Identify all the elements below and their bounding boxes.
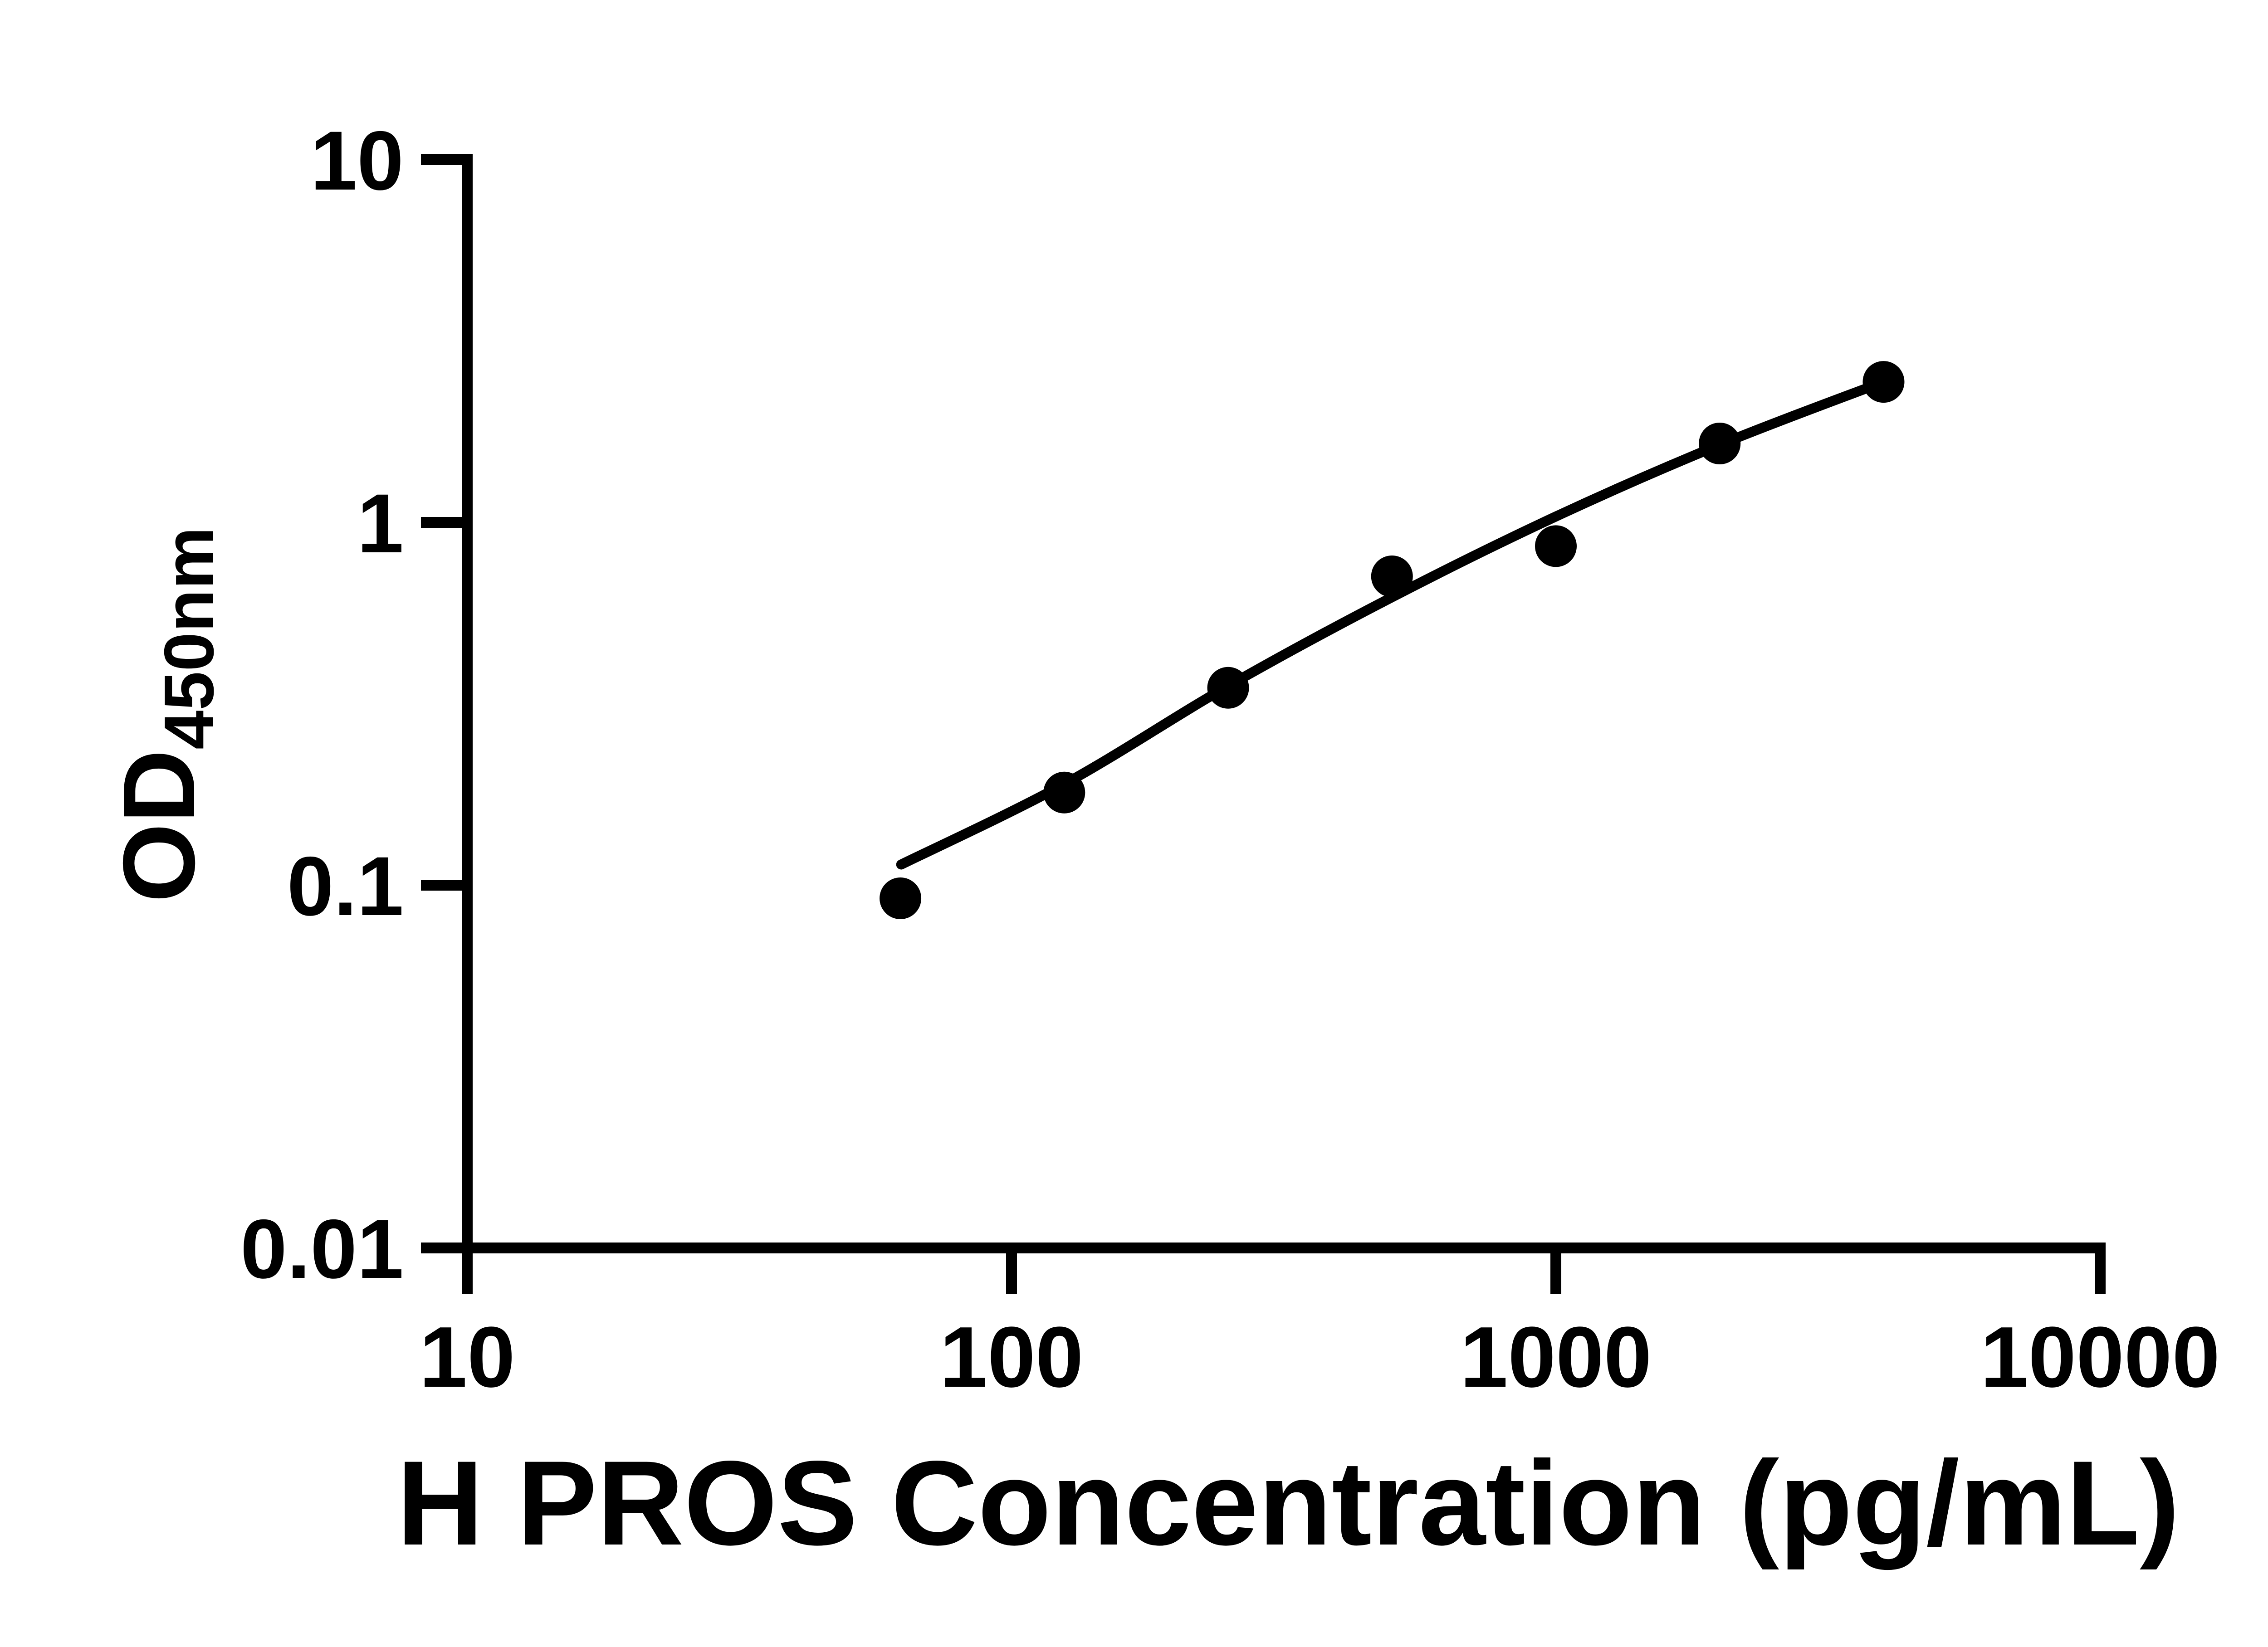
y-axis-tick-labels: 10 1 0.1 0.01 — [240, 114, 404, 1296]
x-axis-ticks — [462, 1253, 2106, 1294]
y-axis-title-subscript: 450nm — [150, 527, 228, 750]
x-tick-label: 10000 — [1980, 1309, 2220, 1405]
data-point — [1699, 423, 1741, 465]
x-tick-label: 100 — [939, 1309, 1083, 1405]
x-axis-title: H PROS Concentration (pg/mL) — [397, 1436, 2180, 1571]
data-point — [1535, 525, 1577, 567]
y-axis-title: OD450nm — [102, 527, 228, 903]
data-point — [880, 877, 922, 919]
data-point — [1207, 667, 1249, 709]
y-axis-ticks — [421, 154, 462, 1253]
data-point — [1862, 361, 1905, 403]
y-tick-label: 1 — [357, 477, 404, 570]
y-tick-label: 0.01 — [240, 1203, 404, 1296]
data-points — [880, 361, 1905, 919]
standard-curve-chart: 10 1 0.1 0.01 10 100 1000 10000 OD450nm H PROS… — [102, 114, 2220, 1571]
y-tick-label: 10 — [310, 114, 404, 208]
x-axis-tick-labels: 10 100 1000 10000 — [419, 1309, 2220, 1405]
y-tick-label: 0.1 — [287, 840, 404, 933]
y-axis-title-main: OD — [102, 750, 216, 903]
data-point — [1043, 771, 1085, 814]
axes — [462, 154, 2106, 1294]
x-tick-label: 10 — [419, 1309, 515, 1405]
data-point — [1371, 555, 1413, 597]
standard-curve-figure: 10 1 0.1 0.01 10 100 1000 10000 OD450nm H PROS… — [18, 7, 2268, 1640]
x-tick-label: 1000 — [1460, 1309, 1652, 1405]
